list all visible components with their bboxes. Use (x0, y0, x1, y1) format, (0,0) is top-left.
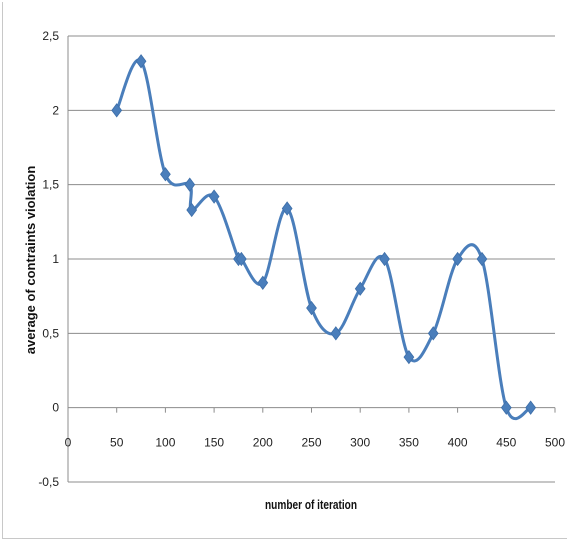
x-tick-label: 450 (496, 436, 516, 450)
data-point (354, 281, 366, 296)
y-axis-title: average of contraints violation (23, 166, 38, 355)
x-tick-label: 350 (399, 436, 419, 450)
data-point (500, 400, 512, 415)
x-tick-label: 50 (110, 436, 124, 450)
data-point (379, 251, 390, 267)
data-point (135, 54, 147, 69)
data-point (306, 300, 317, 316)
y-tick-label: 2 (52, 103, 59, 117)
data-point (476, 251, 488, 267)
data-point (452, 251, 463, 267)
y-tick-label: 0 (52, 401, 59, 415)
data-point (330, 326, 342, 341)
x-tick-label: 500 (545, 436, 565, 450)
y-tick-label: 2,5 (42, 29, 59, 43)
x-axis-ticks: 0 50 100 150 200 250 300 350 400 450 500 (65, 436, 566, 450)
data-point (235, 251, 247, 267)
data-point (427, 326, 439, 341)
y-axis-ticks: -0,5 0 0,5 1 1,5 2 2,5 (38, 29, 59, 489)
data-point (257, 275, 269, 290)
data-point (160, 167, 171, 182)
x-tick-label: 200 (253, 436, 273, 450)
x-tick-label: 400 (448, 436, 468, 450)
data-point (525, 400, 537, 415)
x-tick-label: 250 (301, 436, 321, 450)
x-tick-label: 150 (204, 436, 224, 450)
x-tick-label: 100 (155, 436, 175, 450)
y-tick-label: 1 (52, 252, 59, 266)
series-markers (111, 54, 537, 415)
y-tick-label: -0,5 (38, 475, 59, 489)
data-point (281, 201, 293, 216)
series-line (115, 58, 533, 421)
data-point (208, 189, 220, 204)
x-axis-title: number of iteration (265, 497, 357, 512)
x-tick-label: 300 (350, 436, 370, 450)
x-tick-label: 0 (65, 436, 72, 450)
data-point (111, 103, 123, 118)
data-point (403, 349, 415, 365)
grid (67, 35, 556, 483)
y-tick-label: 1,5 (42, 178, 59, 192)
y-tick-label: 0,5 (42, 326, 59, 340)
data-point (184, 177, 196, 192)
data-point (186, 202, 198, 218)
